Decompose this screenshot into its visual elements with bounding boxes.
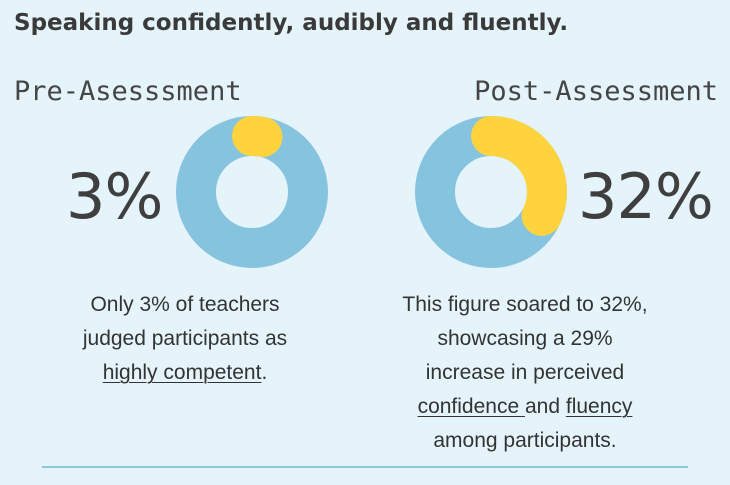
post-assessment-caption: This figure soared to 32%, showcasing a … (360, 288, 690, 458)
post-caption-line5: among participants. (433, 429, 617, 452)
post-caption-line1: This figure soared to 32%, (402, 293, 648, 316)
pre-caption-tail: . (261, 361, 268, 384)
post-assessment-slice (471, 116, 567, 236)
post-assessment-donut (415, 116, 567, 268)
post-caption-line2: showcasing a 29% (437, 327, 613, 350)
post-assessment-title: Post-Assessment (474, 76, 718, 107)
post-caption-line3: increase in perceived (425, 361, 625, 384)
pre-assessment-donut (176, 116, 328, 268)
post-caption-and: and (525, 395, 566, 418)
confidence-link[interactable]: confidence (417, 395, 525, 418)
highly-competent-link[interactable]: highly competent (102, 361, 262, 384)
divider-line (42, 466, 688, 468)
pre-assessment-value: 3% (66, 160, 163, 233)
page-title: Speaking confidently, audibly and fluent… (14, 10, 569, 36)
post-assessment-value: 32% (578, 160, 714, 233)
pre-assessment-title: Pre-Asesssment (14, 76, 242, 107)
fluency-link[interactable]: fluency (565, 395, 633, 418)
pre-caption-line1: Only 3% of teachers (90, 293, 280, 316)
pre-assessment-slice (232, 116, 283, 157)
pre-caption-line2: judged participants as (82, 327, 288, 350)
pre-assessment-caption: Only 3% of teachers judged participants … (30, 288, 340, 390)
